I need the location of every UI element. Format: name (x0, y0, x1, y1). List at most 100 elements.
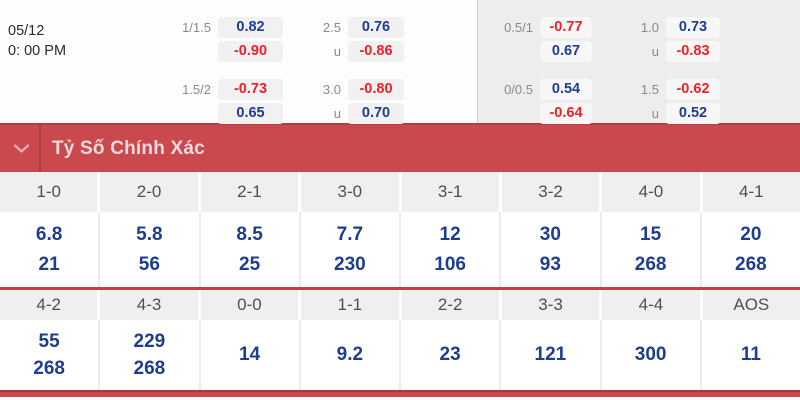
banner-divider (39, 125, 41, 172)
under-label: u (651, 106, 659, 121)
odds-value[interactable]: -0.77 (540, 17, 592, 38)
odds-value[interactable]: 0.76 (348, 17, 404, 38)
score-header: 3-2 (502, 172, 603, 212)
score-odds-cell[interactable]: 7.7 230 (301, 212, 401, 287)
score-odds-row-1: 6.8 21 5.8 56 8.5 25 7.7 230 12 106 30 93 15 26… (0, 212, 800, 287)
score-odds-cell[interactable]: 15 268 (602, 212, 702, 287)
odds-value[interactable]: -0.83 (666, 41, 720, 62)
score-odds-cell[interactable]: 8.5 25 (201, 212, 301, 287)
handicap-line-label: 0/0.5 (504, 82, 533, 97)
odds-value: 300 (634, 344, 667, 365)
score-odds-cell[interactable]: 229 268 (100, 320, 201, 390)
over-under-odds-column-right: 1.0 0.73 u -0.83 1.5 -0.62 u 0.52 (612, 0, 720, 124)
match-time: 0: 00 PM (8, 43, 67, 59)
odds-value[interactable]: -0.90 (218, 41, 283, 62)
odds-value: 8.5 (236, 223, 263, 245)
match-datetime: 05/12 0: 00 PM (8, 21, 66, 61)
odds-value: 25 (239, 253, 261, 275)
odds-value: 30 (539, 223, 561, 245)
odds-value: 93 (539, 253, 561, 275)
second-half-odds-panel (477, 0, 800, 123)
score-header: 2-1 (201, 172, 302, 212)
total-line-label: 1.5 (640, 82, 659, 97)
score-odds-row-2: 55 268 229 268 14 9.2 23 121 300 11 (0, 320, 800, 390)
odds-value: 268 (133, 357, 166, 379)
score-odds-cell[interactable]: 12 106 (401, 212, 502, 287)
score-odds-cell[interactable]: 6.8 21 (0, 212, 101, 287)
odds-value: 121 (534, 344, 567, 365)
odds-value[interactable]: -0.64 (540, 103, 592, 124)
handicap-odds-column-left: 1/1.5 0.82 -0.90 1.5/2 -0.73 0.65 (130, 0, 283, 124)
odds-value: 230 (334, 253, 366, 275)
score-header: 1-1 (301, 290, 402, 320)
over-under-odds-column-left: 2.5 0.76 u -0.86 3.0 -0.80 u 0.70 (248, 0, 404, 124)
odds-value: 11 (740, 344, 761, 365)
total-line-label: 2.5 (322, 20, 341, 35)
score-header: 4-4 (602, 290, 703, 320)
chevron-down-icon[interactable] (13, 143, 31, 155)
correct-score-section-header[interactable]: Tỷ Số Chính Xác (0, 123, 800, 172)
odds-value: 229 (133, 330, 166, 352)
odds-value: 5.8 (136, 223, 163, 245)
odds-value: 56 (138, 253, 160, 275)
score-header: 4-2 (0, 290, 101, 320)
score-odds-cell[interactable]: 300 (602, 320, 702, 390)
odds-value: 21 (38, 253, 60, 275)
odds-value[interactable]: 0.65 (218, 103, 283, 124)
score-header: 2-2 (402, 290, 502, 320)
under-label: u (651, 44, 659, 59)
match-date: 05/12 (8, 23, 45, 39)
score-header: 3-3 (502, 290, 603, 320)
odds-value: 23 (439, 344, 461, 365)
score-odds-cell[interactable]: 23 (401, 320, 502, 390)
score-header: 4-3 (100, 290, 201, 320)
odds-value[interactable]: 0.67 (540, 41, 592, 62)
total-line-label: 3.0 (322, 82, 341, 97)
section-title: Tỷ Số Chính Xác (52, 137, 205, 159)
under-label: u (333, 44, 341, 59)
score-odds-cell[interactable]: 121 (501, 320, 602, 390)
odds-value[interactable]: 0.70 (348, 103, 404, 124)
odds-value[interactable]: -0.73 (218, 79, 283, 100)
odds-value: 7.7 (336, 223, 364, 245)
match-odds-section: 05/12 0: 00 PM 1/1.5 0.82 -0.90 1.5/2 -0.7… (0, 0, 800, 124)
score-odds-cell[interactable]: 11 (702, 320, 800, 390)
score-header: 4-1 (739, 182, 764, 201)
next-section-bar[interactable] (0, 390, 800, 397)
score-odds-cell[interactable]: 14 (201, 320, 301, 390)
score-header-row-2: 4-2 4-3 0-0 1-1 2-2 3-3 4-4 AOS (0, 287, 800, 320)
score-odds-cell[interactable]: 5.8 56 (100, 212, 201, 287)
odds-value[interactable]: 0.52 (666, 103, 720, 124)
score-odds-cell[interactable]: 30 93 (501, 212, 602, 287)
odds-value[interactable]: -0.80 (348, 79, 404, 100)
odds-value[interactable]: 0.73 (666, 17, 720, 38)
odds-value[interactable]: 0.82 (218, 17, 283, 38)
odds-value[interactable]: -0.62 (666, 79, 720, 100)
score-header: 1-0 (0, 172, 101, 212)
odds-value: 9.2 (336, 344, 364, 365)
score-header: 3-1 (402, 172, 502, 212)
odds-value: 6.8 (35, 223, 63, 245)
score-odds-cell[interactable]: 9.2 (301, 320, 401, 390)
handicap-odds-column-right: 0.5/1 -0.77 0.67 0/0.5 0.54 -0.64 (480, 0, 592, 124)
score-header: 4-0 (602, 172, 703, 212)
score-header-row-1: 1-0 2-0 2-1 3-0 3-1 3-2 4-0 4-1 (0, 172, 800, 212)
odds-value[interactable]: -0.86 (348, 41, 404, 62)
odds-value: 106 (434, 253, 466, 275)
score-odds-cell[interactable]: 20 268 (702, 212, 800, 287)
under-label: u (333, 106, 341, 121)
handicap-line-label: 1/1.5 (182, 20, 211, 35)
odds-value: 14 (239, 344, 261, 365)
odds-value[interactable]: 0.54 (540, 79, 592, 100)
handicap-line-label: 0.5/1 (504, 20, 533, 35)
odds-value: 55 (38, 330, 60, 352)
score-header: 3-0 (301, 172, 402, 212)
odds-value: 268 (33, 357, 65, 379)
score-header: 2-0 (100, 172, 201, 212)
score-header: AOS (733, 295, 770, 314)
odds-value: 15 (640, 223, 662, 245)
odds-value: 268 (634, 253, 667, 275)
score-odds-cell[interactable]: 55 268 (0, 320, 101, 390)
odds-value: 20 (740, 223, 762, 245)
